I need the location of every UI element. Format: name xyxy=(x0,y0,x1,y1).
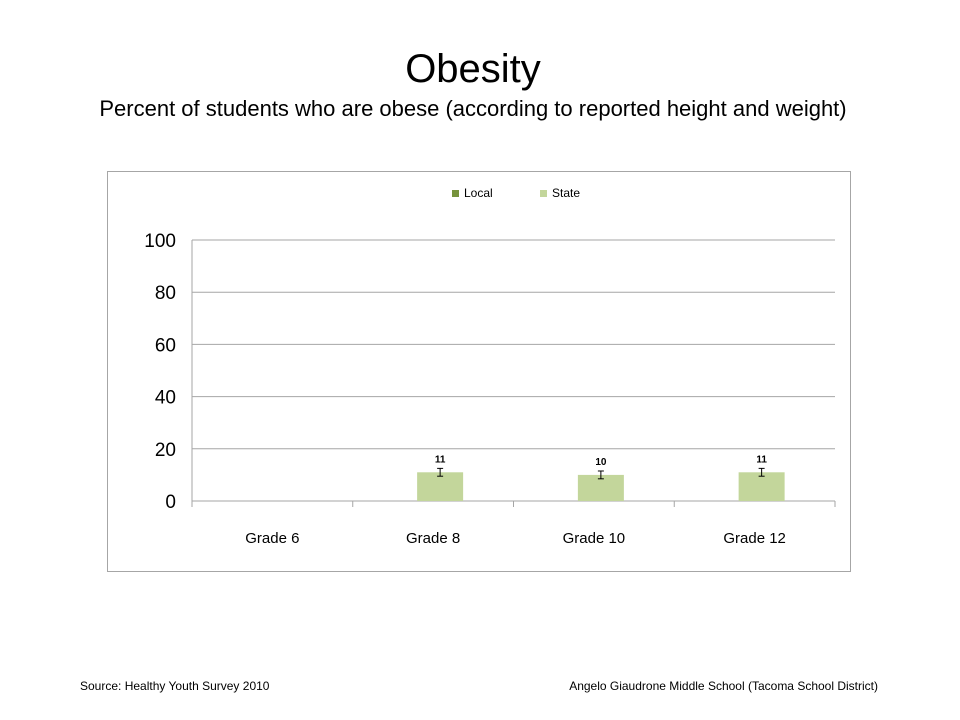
chart-frame: 0 20 40 60 80 100 Grade 6 Grade 8 11 Grade 10 10 Gr… xyxy=(107,171,851,572)
y-tick-label: 60 xyxy=(155,335,176,356)
legend-label-state: State xyxy=(552,186,580,200)
bar-state xyxy=(417,472,464,501)
legend-label-local: Local xyxy=(464,186,493,200)
y-tick-label: 100 xyxy=(144,231,176,252)
y-tick-label: 0 xyxy=(165,492,176,513)
page-subtitle: Percent of students who are obese (accor… xyxy=(99,96,847,121)
x-category-label: Grade 6 xyxy=(245,530,299,547)
legend-swatch-local xyxy=(452,190,459,197)
school-name: Angelo Giaudrone Middle School (Tacoma S… xyxy=(569,679,878,693)
legend-swatch-state xyxy=(540,190,547,197)
bar-state xyxy=(738,472,785,501)
data-label: 10 xyxy=(595,457,607,468)
data-label: 11 xyxy=(756,454,767,465)
y-tick-label: 80 xyxy=(155,283,176,304)
x-category-label: Grade 8 xyxy=(406,530,460,547)
source-note: Source: Healthy Youth Survey 2010 xyxy=(80,679,270,693)
x-category-label: Grade 12 xyxy=(723,530,786,547)
page-title: Obesity xyxy=(405,47,541,91)
bar-chart: 0 20 40 60 80 100 Grade 6 Grade 8 11 Grade 10 10 Gr… xyxy=(144,186,836,547)
x-category-label: Grade 10 xyxy=(563,530,626,547)
y-tick-label: 40 xyxy=(155,388,176,409)
y-tick-label: 20 xyxy=(155,440,176,461)
data-label: 11 xyxy=(435,454,446,465)
